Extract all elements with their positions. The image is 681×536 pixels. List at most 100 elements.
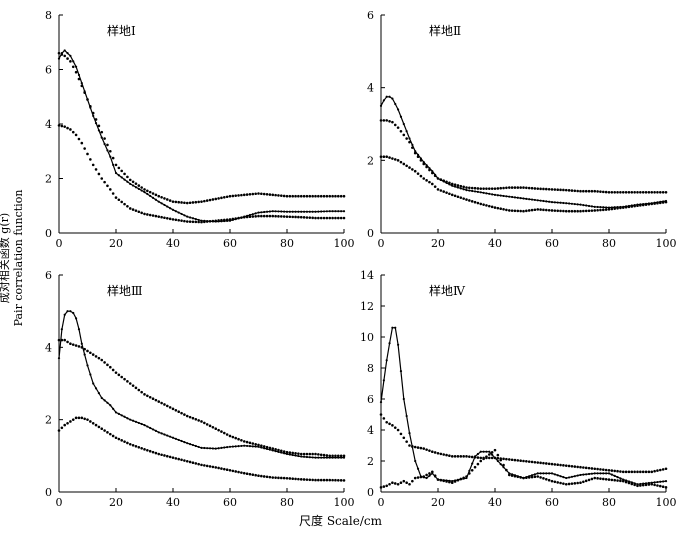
data-point — [624, 480, 628, 484]
data-point — [146, 394, 149, 398]
data-point — [166, 404, 169, 408]
data-point — [664, 480, 668, 483]
data-point — [294, 477, 297, 481]
data-point — [69, 310, 72, 313]
data-point — [308, 452, 312, 456]
data-point — [379, 413, 383, 416]
data-point — [653, 481, 656, 484]
data-point — [556, 209, 559, 213]
data-point — [573, 475, 576, 478]
data-point — [60, 338, 64, 342]
data-point — [664, 467, 668, 471]
data-point — [140, 422, 143, 426]
data-point — [382, 119, 386, 122]
data-point — [248, 441, 252, 445]
data-point — [507, 209, 511, 212]
y-tick-label: 6 — [45, 269, 52, 282]
data-point — [539, 461, 542, 465]
data-point — [228, 445, 232, 448]
data-point — [462, 188, 465, 191]
data-point — [465, 198, 468, 201]
data-point — [550, 462, 554, 466]
data-point — [584, 479, 588, 483]
panel-2: 0 20 40 60 80 100 0 2 4 6 样地Ⅱ — [367, 9, 677, 250]
data-point — [379, 401, 383, 404]
data-point — [166, 434, 169, 437]
data-point — [488, 456, 491, 460]
data-point — [605, 472, 608, 475]
data-point — [143, 188, 146, 191]
data-point — [328, 478, 332, 482]
data-point — [320, 456, 323, 459]
data-point — [282, 215, 286, 218]
data-point — [568, 202, 571, 205]
data-point — [337, 216, 340, 220]
data-point — [479, 456, 483, 460]
data-point — [263, 210, 266, 214]
data-point — [117, 198, 121, 202]
data-point — [163, 433, 166, 436]
data-point — [485, 450, 488, 453]
data-point — [257, 214, 260, 218]
data-point — [71, 418, 75, 421]
data-point — [479, 450, 482, 453]
data-point — [305, 216, 309, 219]
data-point — [66, 421, 69, 425]
data-point — [106, 431, 109, 434]
data-point — [80, 141, 84, 145]
data-point — [482, 187, 485, 190]
data-point — [485, 192, 488, 195]
data-point — [485, 204, 488, 207]
data-point — [69, 342, 72, 346]
data-point — [277, 476, 280, 480]
data-point — [621, 206, 625, 209]
data-point — [86, 418, 89, 421]
data-point — [633, 191, 636, 194]
data-point — [382, 485, 386, 488]
data-point — [251, 213, 254, 216]
data-point — [533, 187, 537, 190]
data-point — [297, 454, 300, 458]
data-point — [547, 208, 551, 212]
data-point — [564, 188, 568, 192]
data-point — [146, 213, 149, 216]
data-point — [237, 470, 240, 474]
data-point — [317, 216, 320, 220]
data-point — [340, 456, 343, 459]
data-point — [607, 478, 611, 481]
data-point — [564, 209, 568, 213]
data-point — [214, 219, 218, 223]
data-point — [126, 204, 129, 208]
data-point — [408, 482, 411, 486]
data-point — [664, 200, 668, 204]
data-point — [391, 157, 394, 160]
data-point — [513, 209, 517, 213]
data-point — [641, 191, 645, 194]
data-point — [653, 469, 656, 473]
data-point — [89, 104, 92, 108]
data-point — [294, 215, 297, 219]
data-point — [57, 429, 61, 432]
data-point — [262, 214, 266, 218]
data-point — [288, 194, 292, 198]
data-point — [567, 464, 571, 468]
data-point — [191, 461, 195, 465]
data-point — [254, 212, 257, 215]
data-point — [613, 469, 616, 473]
data-point — [656, 469, 659, 472]
data-point — [539, 476, 542, 479]
data-point — [436, 451, 440, 455]
data-point — [513, 474, 517, 478]
data-point — [630, 482, 634, 486]
data-point — [570, 189, 574, 192]
data-point — [294, 454, 297, 457]
data-point — [530, 474, 534, 477]
data-point — [154, 214, 158, 218]
data-point — [462, 197, 465, 200]
data-point — [425, 165, 428, 169]
data-point — [468, 199, 471, 202]
data-point — [562, 476, 565, 479]
data-point — [388, 422, 391, 426]
data-point — [120, 375, 123, 379]
data-point — [522, 459, 525, 463]
